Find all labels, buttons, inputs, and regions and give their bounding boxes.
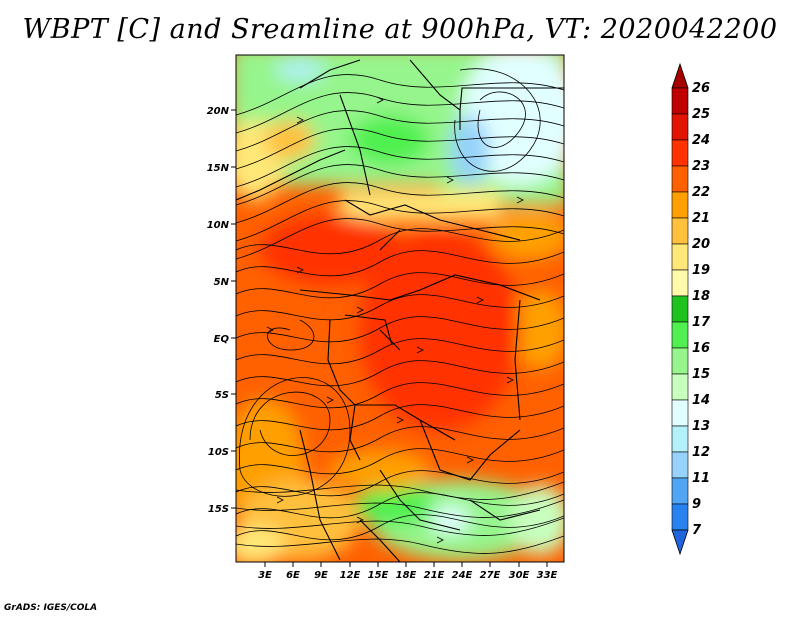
grads-credit: GrADS: IGES/COLA — [4, 603, 98, 613]
lat-tick: 15N — [207, 163, 236, 174]
colorbar-swatch — [671, 399, 689, 427]
colorbar-label: 15 — [692, 367, 710, 382]
lat-tick: EQ — [214, 334, 236, 345]
lon-tick: 21E — [424, 562, 445, 581]
svg-text:10N: 10N — [207, 220, 230, 231]
colorbar-label: 23 — [692, 159, 710, 174]
lon-axis: 3E 6E 9E 12E 15E 18E 21E 24E 27E 30E 33E — [258, 562, 558, 581]
lon-tick: 9E — [314, 562, 328, 581]
lon-tick: 15E — [368, 562, 389, 581]
lon-tick: 18E — [396, 562, 417, 581]
colorbar-label: 14 — [692, 393, 710, 408]
colorbar-label: 12 — [692, 445, 710, 460]
lon-tick: 6E — [286, 562, 300, 581]
colorbar-swatch — [671, 165, 689, 193]
svg-text:15N: 15N — [207, 163, 230, 174]
colorbar-swatch — [671, 451, 689, 479]
lon-tick: 33E — [537, 562, 558, 581]
colorbar-swatch — [671, 87, 689, 115]
svg-text:18E: 18E — [396, 570, 417, 581]
colorbar-label: 11 — [692, 471, 710, 486]
svg-text:5N: 5N — [214, 277, 230, 288]
colorbar-label: 18 — [692, 289, 710, 304]
lon-tick: 30E — [509, 562, 530, 581]
svg-text:3E: 3E — [258, 570, 272, 581]
lon-tick: 12E — [340, 562, 361, 581]
svg-text:20N: 20N — [207, 106, 230, 117]
svg-text:21E: 21E — [424, 570, 445, 581]
colorbar-swatch — [671, 139, 689, 167]
country-borders — [236, 59, 564, 562]
lon-tick: 3E — [258, 562, 272, 581]
lat-tick: 20N — [207, 106, 236, 117]
map-area[interactable] — [225, 45, 580, 565]
colorbar-label: 17 — [692, 315, 711, 330]
svg-text:15E: 15E — [368, 570, 389, 581]
colorbar-label: 25 — [692, 107, 710, 122]
colorbar-swatch — [671, 425, 689, 453]
svg-text:24E: 24E — [452, 570, 473, 581]
colorbar-label: 20 — [692, 237, 710, 252]
svg-text:15S: 15S — [208, 504, 229, 515]
lat-tick: 15S — [208, 504, 236, 515]
colorbar-top-triangle — [671, 62, 689, 89]
svg-text:9E: 9E — [314, 570, 328, 581]
colorbar-swatch — [671, 295, 689, 323]
colorbar-swatch — [671, 217, 689, 245]
svg-text:33E: 33E — [537, 570, 558, 581]
colorbar-label: 19 — [692, 263, 710, 278]
svg-text:5S: 5S — [215, 390, 229, 401]
lon-tick: 27E — [480, 562, 501, 581]
colorbar-swatch — [671, 243, 689, 271]
colorbar-swatch — [671, 321, 689, 349]
map-frame — [235, 54, 565, 563]
colorbar-label: 13 — [692, 419, 710, 434]
colorbar-label: 9 — [692, 497, 701, 512]
lat-tick: 5S — [215, 390, 236, 401]
colorbar: 7 9 11 12 13 14 15 16 17 18 19 20 21 22 23 24 25 26 — [671, 62, 711, 556]
colorbar-label: 26 — [692, 81, 710, 96]
colorbar-bottom-triangle — [671, 529, 689, 556]
colorbar-label: 24 — [692, 133, 710, 148]
lat-tick: 5N — [214, 277, 236, 288]
svg-text:12E: 12E — [340, 570, 361, 581]
svg-text:EQ: EQ — [214, 334, 230, 345]
svg-text:10S: 10S — [208, 447, 229, 458]
lat-tick: 10N — [207, 220, 236, 231]
colorbar-label: 22 — [692, 185, 710, 200]
colorbar-swatch — [671, 269, 689, 297]
colorbar-swatch — [671, 113, 689, 141]
colorbar-label: 7 — [692, 523, 702, 538]
svg-text:30E: 30E — [509, 570, 530, 581]
colorbar-swatch — [671, 503, 689, 531]
map-title: WBPT [C] and Sreamline at 900hPa, VT: 20… — [22, 14, 778, 45]
colorbar-label: 16 — [692, 341, 710, 356]
colorbar-swatch — [671, 347, 689, 375]
lat-axis: 20N 15N 10N 5N EQ 5S 10S 15S — [207, 106, 236, 515]
svg-text:27E: 27E — [480, 570, 501, 581]
colorbar-swatch — [671, 191, 689, 219]
colorbar-label: 21 — [692, 211, 710, 226]
colorbar-swatch — [671, 477, 689, 505]
svg-text:6E: 6E — [286, 570, 300, 581]
lon-tick: 24E — [452, 562, 473, 581]
streamlines — [236, 68, 564, 554]
colorbar-swatch — [671, 373, 689, 401]
lat-tick: 10S — [208, 447, 236, 458]
